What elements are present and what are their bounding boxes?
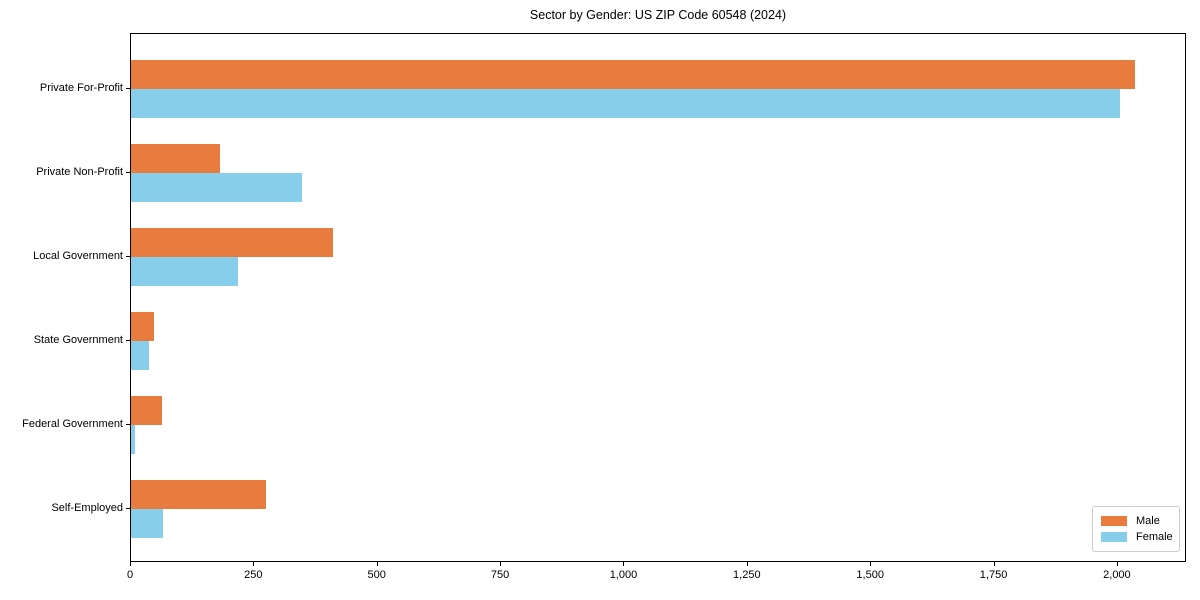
x-tick-label: 1,000 [609, 569, 638, 581]
y-tick-mark [126, 424, 130, 425]
x-tick-mark [746, 562, 748, 566]
bar-male [131, 480, 266, 509]
y-category-label: Private For-Profit [39, 82, 123, 94]
y-tick-mark [126, 340, 130, 341]
x-tick-mark [500, 562, 502, 566]
x-tick-mark [376, 562, 378, 566]
x-tick-mark [130, 562, 131, 566]
x-tick-label: 0 [126, 569, 134, 581]
y-tick-mark [126, 172, 130, 173]
bar-female [131, 173, 302, 202]
x-tick-mark [253, 562, 255, 566]
female-legend-swatch-icon [1101, 532, 1127, 542]
x-tick-mark [993, 562, 995, 566]
x-tick-label: 2,000 [1103, 569, 1131, 581]
x-tick-label: 250 [244, 569, 263, 581]
legend-row-male: Male [1101, 513, 1171, 529]
x-tick-label: 1,750 [979, 569, 1008, 581]
y-category-label: Local Government [33, 250, 123, 262]
bar-male [131, 144, 220, 173]
x-tick-label: 750 [490, 569, 510, 581]
bar-male [131, 228, 333, 257]
legend-label-female: Female [1136, 531, 1173, 543]
x-tick-mark [623, 562, 625, 566]
legend-label-male: Male [1136, 515, 1160, 527]
bar-male [131, 312, 154, 341]
y-tick-mark [126, 88, 130, 89]
y-category-label: Self-Employed [51, 502, 123, 514]
bar-female [131, 341, 149, 370]
y-category-label: Private Non-Profit [36, 166, 123, 178]
plot-area: Male Female [130, 33, 1186, 562]
y-category-label: State Government [33, 334, 123, 346]
legend-row-female: Female [1101, 529, 1173, 545]
chart-title: Sector by Gender: US ZIP Code 60548 (202… [529, 8, 787, 22]
bar-male [131, 396, 162, 425]
legend: Male Female [1092, 506, 1180, 552]
x-tick-label: 500 [367, 569, 386, 581]
bar-female [131, 89, 1120, 118]
y-category-label: Federal Government [22, 418, 123, 430]
y-tick-mark [126, 508, 130, 509]
x-tick-label: 1,250 [733, 569, 761, 581]
x-tick-mark [870, 562, 872, 566]
bar-female [131, 425, 135, 454]
bar-female [131, 509, 163, 538]
bar-male [131, 60, 1135, 89]
x-tick-mark [1116, 562, 1118, 566]
male-legend-swatch-icon [1101, 516, 1127, 526]
y-tick-mark [126, 256, 130, 257]
x-tick-label: 1,500 [856, 569, 884, 581]
bar-female [131, 257, 238, 286]
